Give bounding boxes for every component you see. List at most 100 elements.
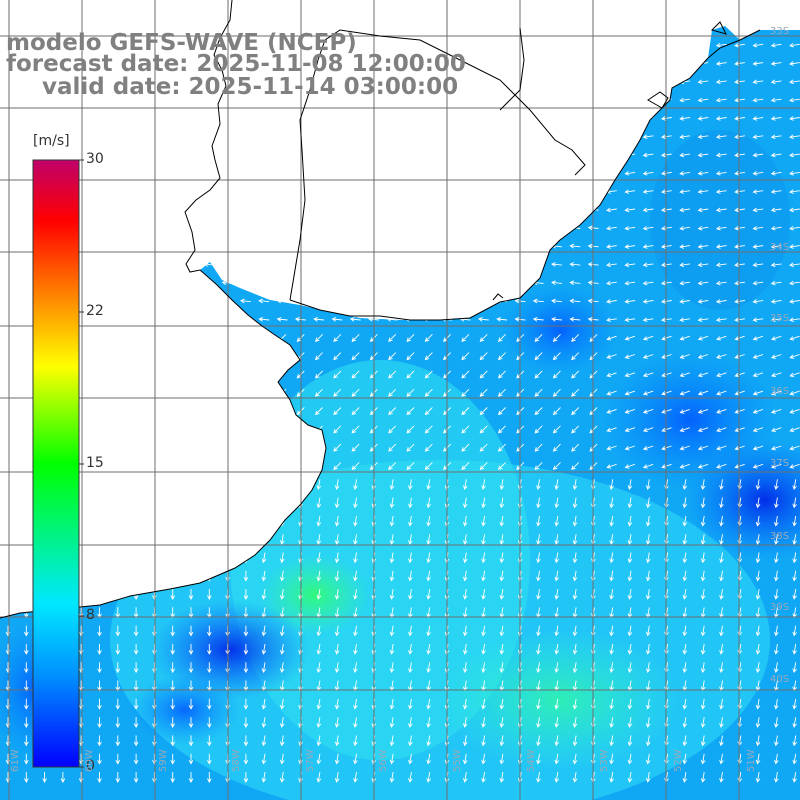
wind-arrow-icon <box>496 188 508 194</box>
wind-arrow-icon <box>627 772 633 783</box>
wind-arrow-icon <box>642 152 654 158</box>
wind-arrow-icon <box>334 772 340 783</box>
wind-arrow-icon <box>188 662 194 674</box>
wind-arrow-icon <box>627 698 633 710</box>
wind-arrow-icon <box>111 262 123 267</box>
wind-arrow-icon <box>645 643 651 655</box>
wind-arrow-icon <box>389 698 395 710</box>
wind-arrow-icon <box>170 698 175 710</box>
wind-arrow-icon <box>532 207 544 212</box>
wind-arrow-icon <box>22 443 31 452</box>
wind-arrow-icon <box>462 662 468 674</box>
wind-arrow-icon <box>552 333 561 342</box>
wind-arrow-icon <box>697 189 709 194</box>
wind-arrow-icon <box>774 772 779 783</box>
wind-arrow-icon <box>22 462 31 471</box>
wind-arrow-icon <box>716 335 727 341</box>
wind-arrow-icon <box>624 42 636 48</box>
wind-arrow-icon <box>459 225 471 231</box>
wind-arrow-icon <box>239 207 251 212</box>
wind-arrow-icon <box>258 298 270 304</box>
colorbar-tick: 8 <box>86 607 95 623</box>
wind-arrow-icon <box>188 753 194 765</box>
wind-arrow-icon <box>609 698 614 710</box>
wind-arrow-icon <box>554 552 560 564</box>
wind-arrow-icon <box>2 298 14 304</box>
wind-arrow-icon <box>627 479 633 491</box>
wind-arrow-icon <box>606 79 617 85</box>
wind-arrow-icon <box>499 662 505 674</box>
wind-arrow-icon <box>660 317 672 323</box>
wind-arrow-icon <box>481 515 486 527</box>
wind-arrow-icon <box>279 735 285 747</box>
wind-arrow-icon <box>459 243 471 249</box>
wind-arrow-icon <box>624 280 636 286</box>
wind-arrow-icon <box>534 370 543 379</box>
wind-arrow-icon <box>353 625 358 637</box>
wind-arrow-icon <box>642 335 654 341</box>
wind-arrow-icon <box>148 262 160 267</box>
wind-arrow-icon <box>679 225 691 231</box>
wind-arrow-icon <box>133 735 139 747</box>
wind-arrow-icon <box>276 188 288 194</box>
wind-arrow-icon <box>752 152 764 158</box>
wind-arrow-icon <box>642 354 654 359</box>
wind-arrow-icon <box>188 534 194 546</box>
wind-arrow-icon <box>700 772 706 783</box>
wind-arrow-icon <box>97 552 102 564</box>
wind-arrow-icon <box>95 352 104 361</box>
wind-arrow-icon <box>133 534 139 546</box>
wind-arrow-icon <box>715 280 727 286</box>
wind-arrow-icon <box>276 225 288 231</box>
wind-arrow-icon <box>499 515 505 527</box>
wind-arrow-icon <box>755 479 761 491</box>
wind-arrow-icon <box>150 462 159 471</box>
wind-arrow-icon <box>404 243 416 249</box>
wind-arrow-icon <box>682 662 688 674</box>
wind-arrow-icon <box>499 534 505 545</box>
wind-arrow-icon <box>700 717 706 728</box>
wind-arrow-icon <box>496 243 508 249</box>
wind-arrow-icon <box>424 333 433 342</box>
wind-arrow-icon <box>734 299 745 304</box>
wind-arrow-icon <box>496 133 508 139</box>
wind-arrow-icon <box>715 317 727 323</box>
wind-arrow-icon <box>93 207 105 212</box>
wind-arrow-icon <box>792 753 797 765</box>
wind-arrow-icon <box>624 244 636 249</box>
wind-arrow-icon <box>24 662 29 674</box>
wind-arrow-icon <box>497 462 506 471</box>
wind-arrow-icon <box>462 772 468 783</box>
wind-arrow-icon <box>168 407 177 416</box>
wind-arrow-icon <box>532 225 544 231</box>
wind-arrow-icon <box>389 735 395 747</box>
wind-arrow-icon <box>642 262 654 268</box>
wind-arrow-icon <box>587 280 599 286</box>
wind-arrow-icon <box>93 115 105 121</box>
model-title: modelo GEFS-WAVE (NCEP) <box>6 30 357 56</box>
wind-arrow-icon <box>461 425 470 434</box>
wind-arrow-icon <box>166 188 178 194</box>
wind-arrow-icon <box>166 207 178 212</box>
wind-arrow-icon <box>152 662 157 674</box>
wind-arrow-icon <box>697 372 709 378</box>
wind-arrow-icon <box>131 370 140 379</box>
wind-arrow-icon <box>20 97 32 103</box>
wind-arrow-icon <box>334 625 340 637</box>
wind-arrow-icon <box>152 534 157 546</box>
wind-arrow-icon <box>697 42 709 48</box>
wind-arrow-icon <box>261 717 267 728</box>
wind-arrow-icon <box>260 333 269 342</box>
lon-label: 57W <box>305 749 316 772</box>
wind-arrow-icon <box>111 207 123 212</box>
wind-arrow-icon <box>314 352 323 361</box>
wind-arrow-icon <box>3 333 12 342</box>
wind-arrow-icon <box>660 171 672 176</box>
wind-arrow-icon <box>261 625 267 637</box>
wind-arrow-icon <box>697 152 709 158</box>
wind-arrow-icon <box>424 370 433 379</box>
wind-arrow-icon <box>422 280 434 286</box>
wind-arrow-icon <box>679 390 690 396</box>
wind-arrow-icon <box>422 115 434 121</box>
wind-arrow-icon <box>313 280 325 286</box>
